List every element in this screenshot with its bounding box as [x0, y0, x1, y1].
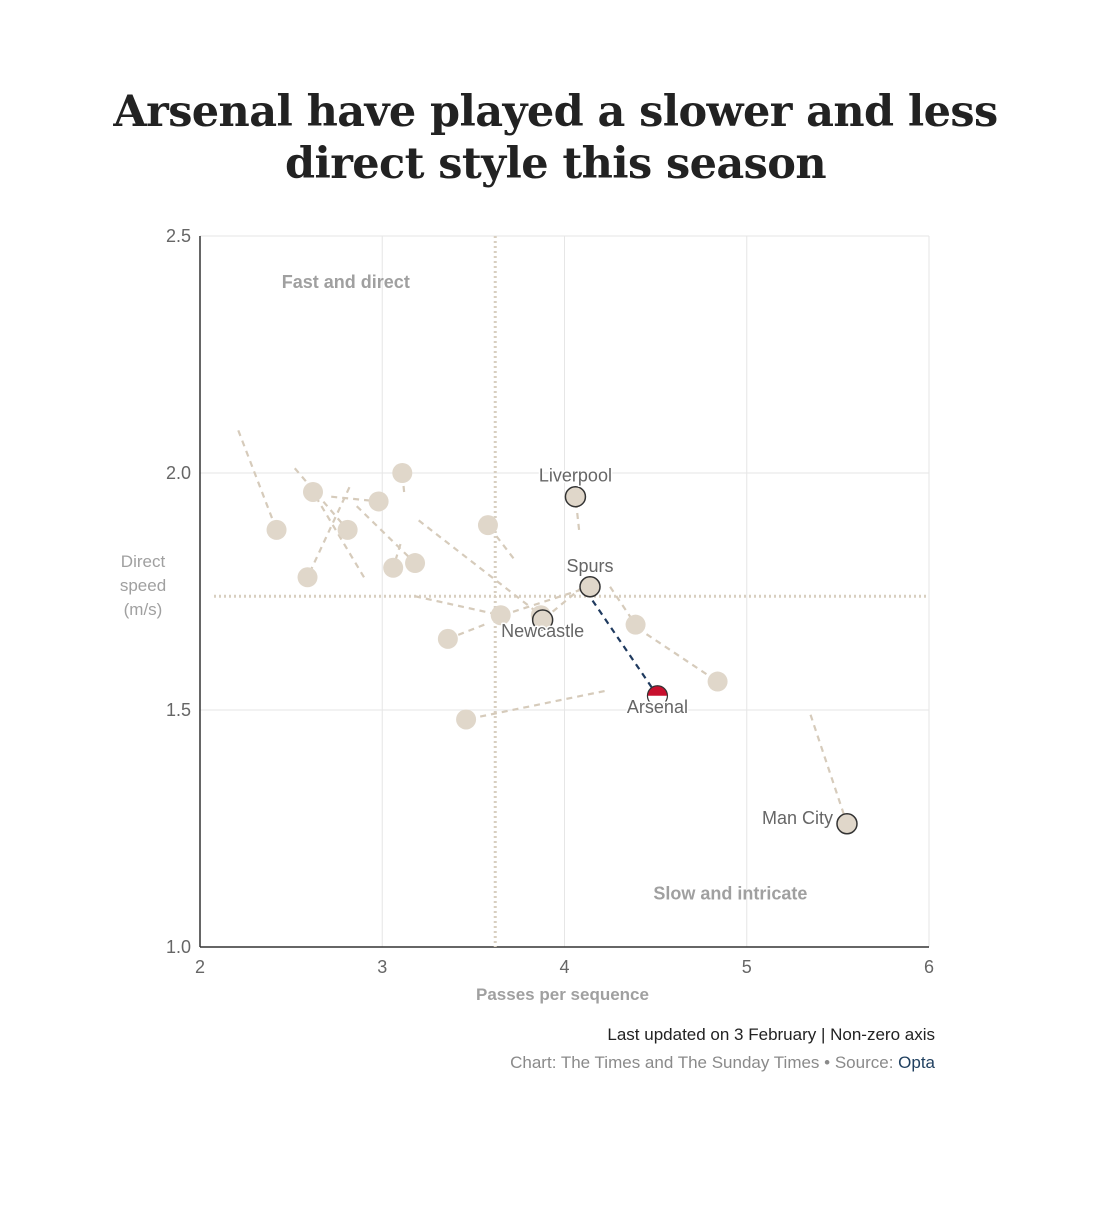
team-label: Liverpool [539, 466, 612, 486]
y-tick-label: 2.0 [166, 463, 191, 483]
team-point [297, 567, 318, 588]
team-trail-line [502, 585, 591, 617]
x-tick-label: 5 [742, 957, 752, 977]
x-axis-label: Passes per sequence [476, 985, 649, 1004]
y-tick-label: 2.5 [166, 226, 191, 246]
chart-title-line-1: Arsenal have played a slower and less [113, 87, 998, 137]
team-trail-line [541, 585, 584, 621]
team-point-highlight [564, 485, 587, 508]
footer-source-link[interactable]: Opta [898, 1053, 935, 1072]
team-point [368, 491, 389, 512]
team-point-highlight [531, 609, 554, 631]
chart-title: Arsenal have played a slower and less di… [0, 86, 1111, 190]
y-axis-label: Direct [121, 552, 166, 571]
quadrant-label: Slow and intricate [653, 884, 807, 904]
team-trail-line [465, 689, 605, 721]
team-label: Man City [762, 808, 833, 828]
footer-updated: Last updated on 3 February | Non-zero ax… [607, 1025, 935, 1044]
team-point [392, 463, 413, 483]
team-point [477, 515, 498, 536]
team-label: Arsenal [627, 697, 688, 717]
team-trail-line [331, 495, 379, 503]
arsenal-point-top [647, 685, 668, 696]
team-trail-line [809, 714, 849, 825]
team-trail-line [645, 633, 719, 683]
team-point [456, 709, 477, 730]
team-point [266, 519, 287, 540]
quadrant-label: Fast and direct [282, 272, 410, 292]
team-trail-line [414, 595, 501, 617]
team-point [707, 671, 728, 692]
team-trail-line [312, 491, 365, 578]
y-tick-label: 1.5 [166, 700, 191, 720]
team-point [302, 481, 323, 502]
footer-credit-prefix: Chart: The Times and The Sunday Times • … [510, 1053, 899, 1072]
team-point [490, 605, 511, 626]
arsenal-trail-line [585, 590, 659, 697]
y-axis-label: speed [120, 576, 166, 595]
team-trail-line [237, 429, 278, 531]
team-trail-line [306, 486, 351, 578]
team-trail-line [418, 519, 542, 617]
team-point [337, 519, 358, 540]
x-tick-label: 4 [559, 957, 569, 977]
team-point [383, 557, 404, 578]
team-point-highlight [579, 576, 601, 598]
arsenal-point-outline [646, 685, 669, 707]
team-trail-line [293, 467, 349, 531]
team-label: Spurs [566, 556, 613, 576]
footer-credit: Chart: The Times and The Sunday Times • … [510, 1053, 935, 1073]
x-tick-label: 3 [377, 957, 387, 977]
team-label: Newcastle [501, 621, 584, 641]
team-point [437, 628, 458, 649]
team-point [625, 614, 646, 635]
x-tick-label: 6 [924, 957, 934, 977]
y-axis-label: (m/s) [124, 600, 163, 619]
team-trail-line [392, 543, 402, 569]
chart-title-line-2: direct style this season [285, 139, 827, 189]
team-point-highlight [836, 813, 858, 835]
x-tick-label: 2 [195, 957, 205, 977]
team-point [405, 553, 426, 574]
team-trail-line [355, 505, 416, 564]
y-tick-label: 1.0 [166, 937, 191, 957]
